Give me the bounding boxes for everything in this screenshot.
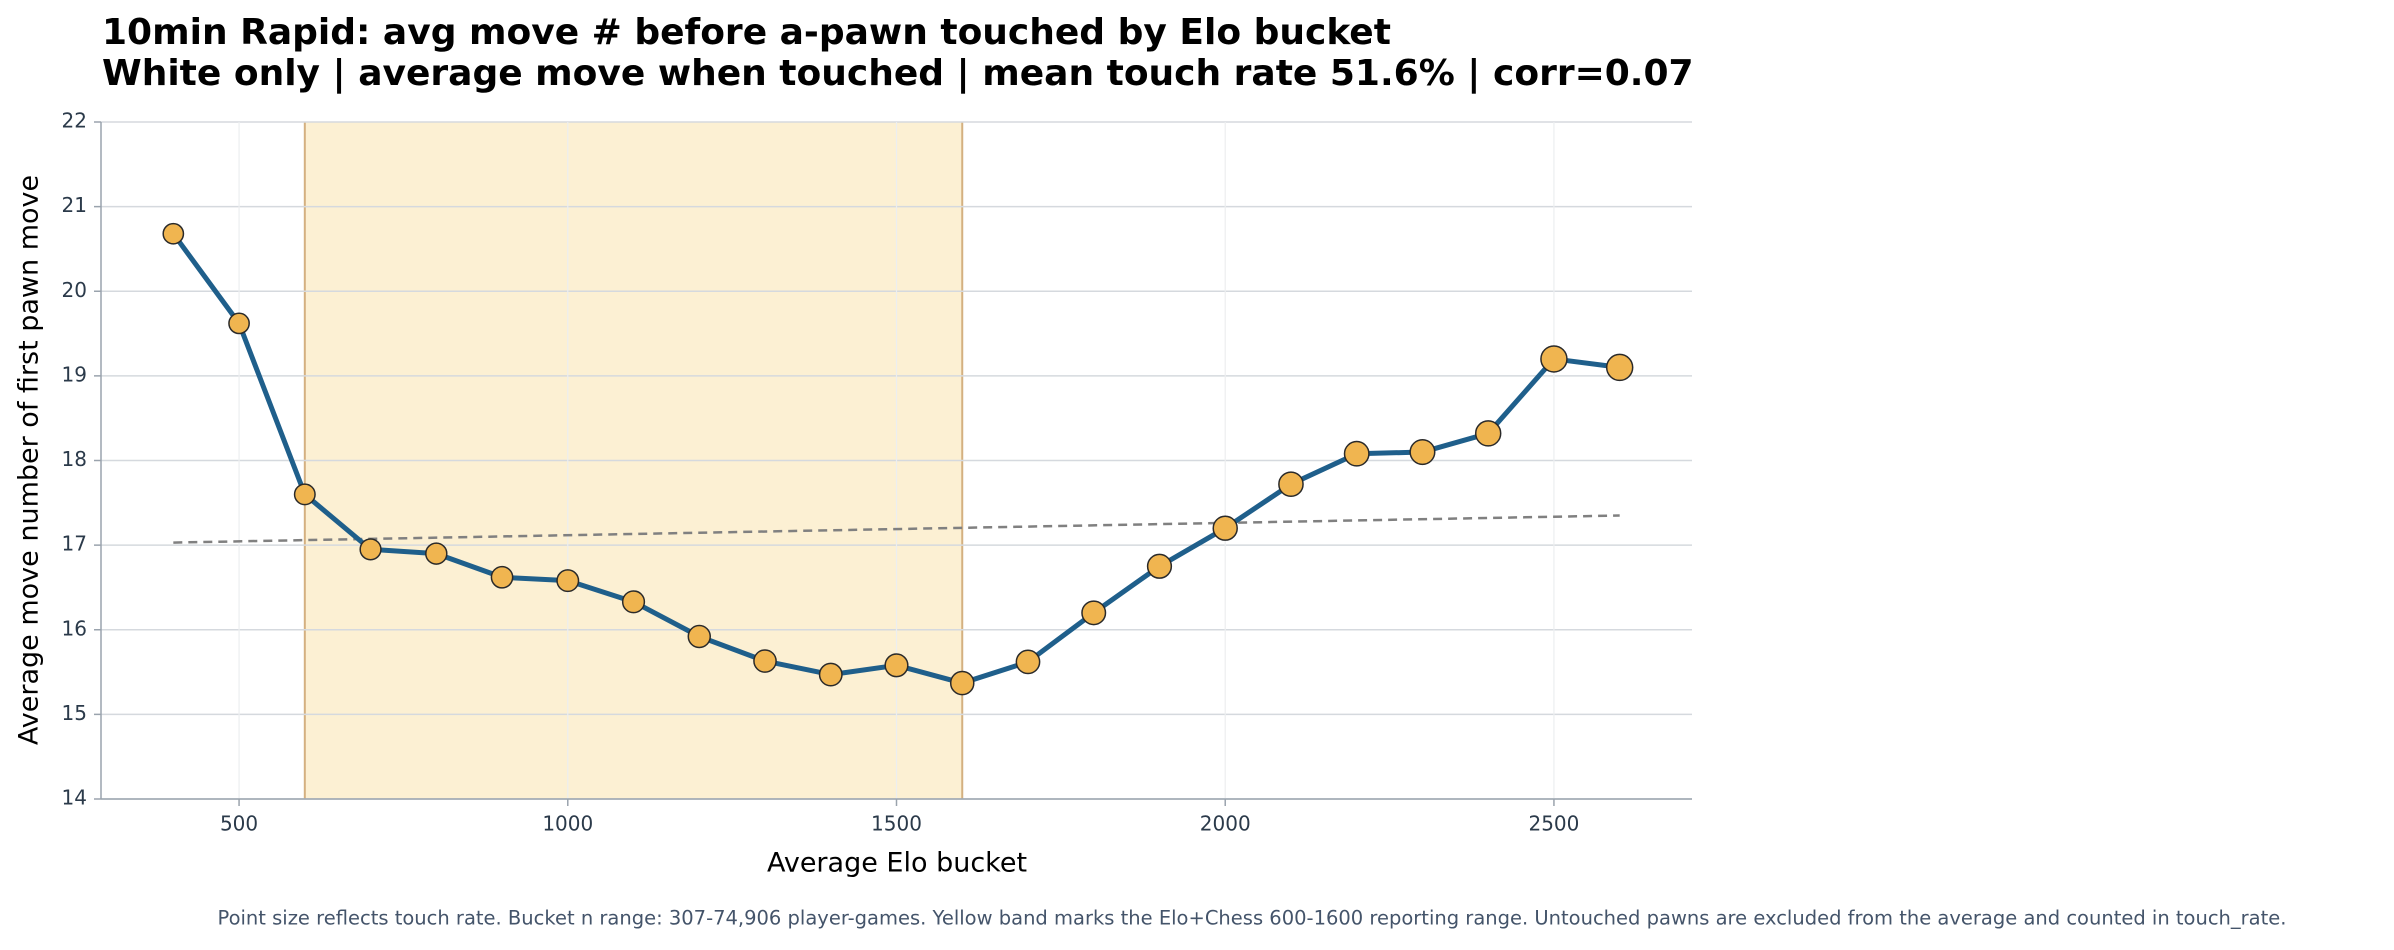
data-point <box>1015 649 1041 675</box>
x-axis-label: Average Elo bucket <box>767 848 1027 879</box>
trend-line <box>173 514 1620 544</box>
y-tick-label: 14 <box>62 786 87 810</box>
data-point <box>1343 440 1370 467</box>
y-tick-label: 21 <box>62 193 87 217</box>
x-tick-label: 1500 <box>871 812 922 836</box>
data-point <box>1409 438 1436 466</box>
data-point <box>1278 471 1304 498</box>
data-point <box>293 483 316 506</box>
x-tick-label: 2500 <box>1528 812 1579 836</box>
footnote: Point size reflects touch rate. Bucket n… <box>218 907 2287 930</box>
data-point <box>687 624 711 649</box>
data-point <box>1605 353 1634 382</box>
data-point <box>621 590 646 614</box>
y-tick-label: 20 <box>62 278 87 302</box>
y-tick-label: 15 <box>62 701 87 725</box>
data-point <box>949 670 975 696</box>
data-point <box>884 653 909 678</box>
x-tick-label: 1000 <box>542 812 593 836</box>
chart-subtitle: White only | average move when touched |… <box>102 53 1694 94</box>
data-point <box>425 542 448 565</box>
chart-title: 10min Rapid: avg move # before a-pawn to… <box>102 12 1391 53</box>
y-tick-label: 18 <box>62 447 87 471</box>
y-tick-label: 19 <box>62 362 87 386</box>
y-tick-label: 17 <box>62 532 87 556</box>
data-point <box>1146 553 1173 579</box>
y-tick-label: 22 <box>62 109 87 133</box>
data-point <box>490 565 514 589</box>
data-point <box>753 649 777 673</box>
data-point <box>228 312 250 335</box>
data-point <box>1474 420 1502 447</box>
x-tick-label: 2000 <box>1200 812 1251 836</box>
y-axis-label: Average move number of first pawn move <box>14 175 45 745</box>
data-point <box>1081 600 1107 626</box>
data-point <box>162 222 185 245</box>
data-point <box>1540 345 1568 373</box>
data-point <box>818 662 843 687</box>
data-point <box>359 538 382 561</box>
data-point <box>556 569 580 593</box>
x-tick-label: 500 <box>220 812 258 836</box>
y-tick-label: 16 <box>62 616 87 640</box>
data-point <box>1212 515 1238 541</box>
